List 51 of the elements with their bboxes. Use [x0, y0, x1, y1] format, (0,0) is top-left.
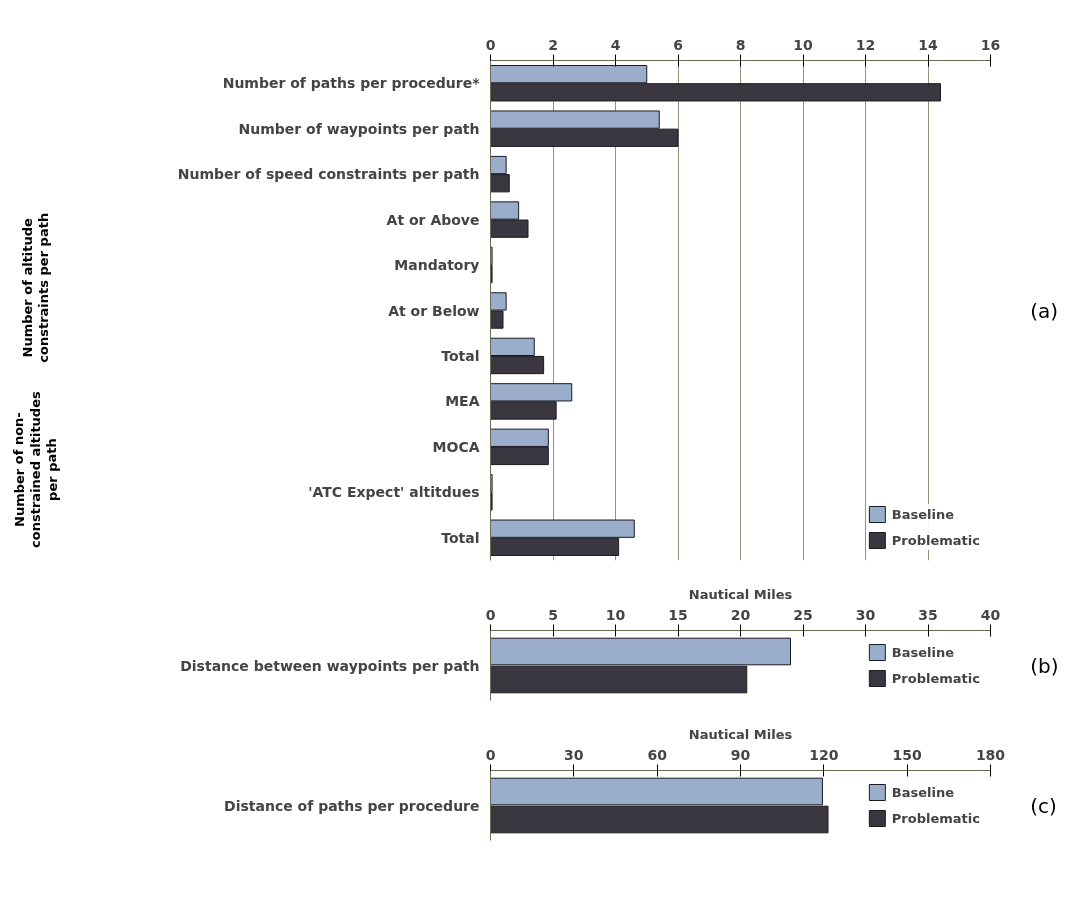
- x-tick-label: 30: [855, 606, 876, 623]
- text: Number of altitude constraints per path: [19, 212, 52, 363]
- y-tick-label: Number of paths per procedure*: [222, 75, 481, 92]
- x-tick-label: 16: [980, 36, 1001, 53]
- x-tick-label: 15: [668, 606, 688, 623]
- y-tick-label: MEA: [445, 393, 480, 410]
- text: Baseline: [891, 644, 955, 660]
- y-tick-label: MOCA: [432, 438, 480, 455]
- x-axis-title: Nautical Miles: [688, 726, 793, 742]
- y-tick-label: Mandatory: [394, 257, 480, 274]
- x-tick-label: 20: [730, 606, 751, 623]
- y-tick-label: Total: [441, 347, 480, 364]
- x-tick-label: 40: [980, 606, 1001, 623]
- x-tick-label: 4: [610, 36, 621, 53]
- legend-label: Problematic: [891, 810, 980, 826]
- x-tick-label: 12: [855, 36, 876, 53]
- x-tick-label: 0: [485, 746, 496, 763]
- x-tick-label: 10: [793, 36, 813, 53]
- x-tick-label: 0: [485, 36, 496, 53]
- y-tick-label: Distance between waypoints per path: [180, 657, 480, 674]
- y-tick-label: Number of waypoints per path: [238, 120, 480, 137]
- text: Problematic: [891, 670, 980, 686]
- x-tick-label: 120: [809, 746, 839, 763]
- x-tick-label: 2: [548, 36, 558, 53]
- x-tick-label: 0: [485, 606, 496, 623]
- text: (a): [1030, 298, 1059, 323]
- x-tick-label: 5: [548, 606, 558, 623]
- y-tick-label: 'ATC Expect' altitdues: [308, 484, 480, 501]
- text: (b): [1030, 653, 1059, 678]
- x-tick-label: 30: [564, 746, 584, 763]
- x-tick-label: 90: [730, 746, 751, 763]
- y-tick-label: Number of speed constraints per path: [177, 166, 480, 183]
- legend-label: Baseline: [891, 784, 955, 800]
- x-tick-label: 14: [918, 36, 938, 53]
- x-tick-label: 180: [975, 746, 1006, 763]
- x-tick-label: 60: [647, 746, 668, 763]
- x-tick-label: 6: [673, 36, 683, 53]
- text: (c): [1030, 793, 1057, 818]
- legend-label: Problematic: [891, 532, 980, 548]
- y-tick-label: Total: [441, 529, 480, 546]
- x-tick-label: 8: [735, 36, 746, 53]
- x-tick-label: 150: [892, 746, 923, 763]
- x-tick-label: 35: [918, 606, 938, 623]
- y-tick-label: At or Above: [386, 211, 480, 228]
- x-tick-label: 10: [605, 606, 626, 623]
- x-tick-label: 25: [793, 606, 813, 623]
- x-axis-title: Nautical Miles: [688, 586, 793, 602]
- y-tick-label: Distance of paths per procedure: [224, 797, 480, 814]
- legend-label: Baseline: [891, 506, 955, 522]
- y-tick-label: At or Below: [388, 302, 480, 319]
- text: Number of non-constrained altitudes per path: [11, 391, 60, 548]
